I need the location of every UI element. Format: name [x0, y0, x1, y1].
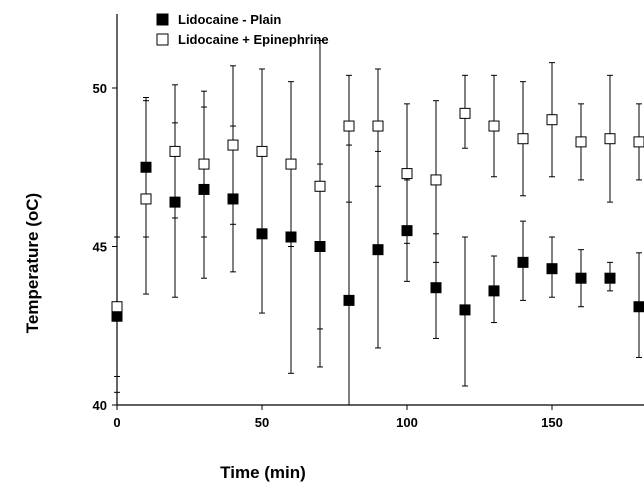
data-point-plain [256, 228, 268, 240]
marker-group [111, 107, 644, 322]
x-tick-label: 100 [396, 415, 418, 430]
data-point-plain [604, 272, 616, 284]
data-point-epinephrine [430, 174, 442, 186]
data-point-epinephrine [314, 180, 326, 192]
data-point-plain [488, 285, 500, 297]
legend-label-plain: Lidocaine - Plain [178, 12, 281, 27]
y-tick-group: 40 45 50 [93, 81, 117, 413]
data-point-plain [198, 183, 210, 195]
data-point-epinephrine [633, 136, 644, 148]
data-point-epinephrine [227, 139, 239, 151]
data-point-epinephrine [111, 301, 123, 313]
legend: Lidocaine - Plain Lidocaine + Epinephrin… [156, 12, 329, 47]
data-point-plain [169, 196, 181, 208]
data-point-plain [633, 301, 644, 313]
x-tick-label: 150 [541, 415, 563, 430]
data-point-epinephrine [604, 133, 616, 145]
legend-marker-epinephrine [156, 33, 169, 46]
data-point-plain [546, 263, 558, 275]
data-point-plain [401, 225, 413, 237]
legend-marker-plain [156, 13, 169, 26]
data-point-epinephrine [575, 136, 587, 148]
x-axis-title: Time (min) [220, 463, 306, 482]
data-point-epinephrine [372, 120, 384, 132]
y-tick-label: 45 [93, 240, 107, 255]
data-point-epinephrine [459, 107, 471, 119]
data-point-plain [459, 304, 471, 316]
data-point-plain [517, 256, 529, 268]
axes [116, 14, 644, 406]
data-point-epinephrine [198, 158, 210, 170]
data-point-epinephrine [343, 120, 355, 132]
data-point-plain [575, 272, 587, 284]
legend-label-epinephrine: Lidocaine + Epinephrine [178, 32, 329, 47]
x-tick-label: 50 [255, 415, 269, 430]
y-tick-label: 40 [93, 398, 107, 413]
data-point-plain [227, 193, 239, 205]
x-tick-label: 0 [113, 415, 120, 430]
data-point-plain [140, 161, 152, 173]
data-point-epinephrine [140, 193, 152, 205]
x-tick-group: 0 50 100 150 [113, 405, 563, 430]
data-point-epinephrine [401, 168, 413, 180]
error-bar [346, 74, 352, 203]
data-point-plain [314, 241, 326, 252]
data-point-plain [285, 231, 297, 243]
data-point-epinephrine [517, 133, 529, 145]
data-point-epinephrine [285, 158, 297, 170]
data-point-epinephrine [546, 114, 558, 126]
data-point-plain [430, 282, 442, 294]
data-point-epinephrine [256, 145, 268, 157]
data-point-plain [372, 244, 384, 256]
data-point-plain [343, 294, 355, 306]
data-point-plain [111, 310, 123, 322]
y-axis-title: Temperature (oC) [23, 193, 42, 333]
data-point-epinephrine [169, 145, 181, 157]
data-point-epinephrine [488, 120, 500, 132]
y-tick-label: 50 [93, 81, 107, 96]
error-bar-group [114, 39, 642, 405]
